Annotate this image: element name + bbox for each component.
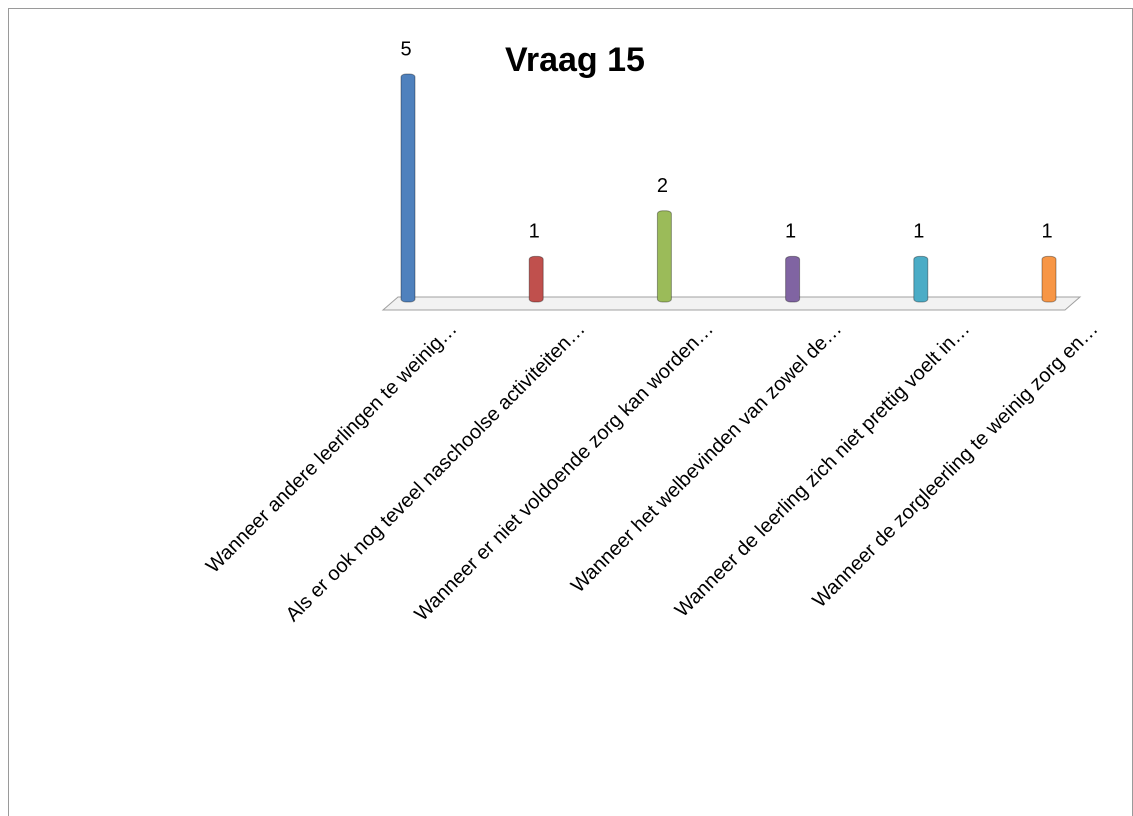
bar <box>913 255 929 303</box>
data-label: 1 <box>913 221 924 243</box>
bar <box>528 255 544 303</box>
floor <box>381 296 1082 311</box>
chart-frame <box>8 8 1133 816</box>
chart-title: Vraag 15 <box>505 41 645 79</box>
data-label: 2 <box>657 175 668 197</box>
bar <box>1041 255 1057 303</box>
data-label: 5 <box>400 38 411 60</box>
bar <box>785 255 801 303</box>
data-label: 1 <box>1041 221 1052 243</box>
bar <box>400 73 416 303</box>
data-label: 1 <box>529 221 540 243</box>
data-label: 1 <box>785 221 796 243</box>
bar <box>656 210 672 303</box>
